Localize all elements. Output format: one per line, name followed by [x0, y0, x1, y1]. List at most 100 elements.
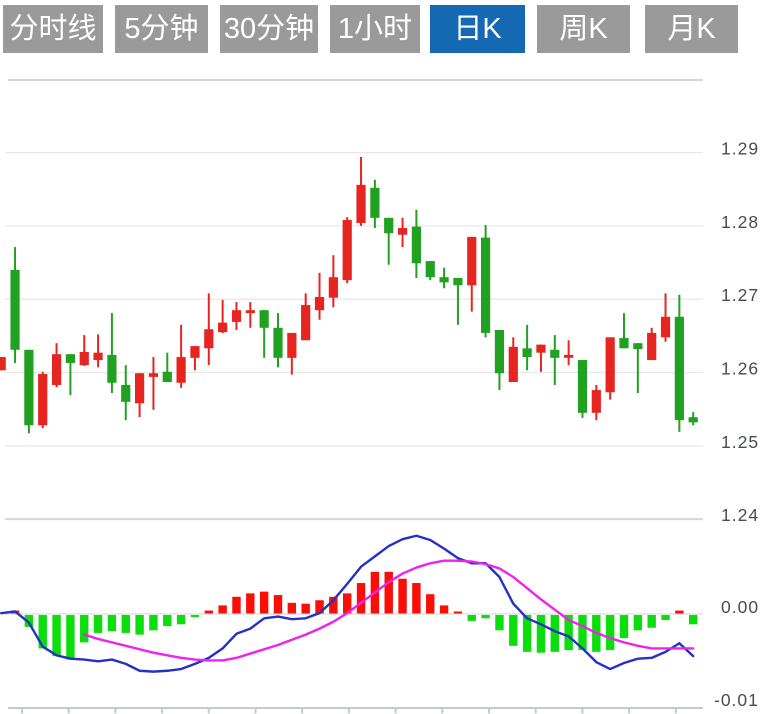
macd-zero-label: 0.00: [721, 597, 759, 617]
price-axis-label: 1.25: [721, 432, 759, 452]
macd-bar-positive: [315, 600, 324, 614]
macd-bar-positive: [273, 595, 283, 614]
candle-down: [425, 261, 435, 278]
candle-down: [522, 348, 532, 358]
period-toolbar: 分时线 5分钟 30分钟 1小时 日K 周K 月K: [0, 0, 775, 60]
macd-bar-positive: [412, 583, 421, 614]
macd-bar-negative: [66, 615, 75, 660]
candle-down: [633, 343, 643, 350]
macd-min-label: -0.01: [714, 690, 759, 710]
macd-bar-negative: [38, 615, 47, 649]
macd-bar-positive: [259, 591, 269, 614]
candle-up: [245, 310, 255, 314]
macd-bar-negative: [605, 615, 615, 651]
macd-bar-positive: [453, 611, 463, 614]
candle-up: [342, 220, 352, 281]
candle-down: [24, 349, 34, 426]
candle-down: [481, 237, 491, 333]
candle-down: [619, 338, 629, 349]
candle-down: [370, 187, 380, 218]
macd-bar-negative: [509, 615, 518, 646]
candle-down: [10, 269, 20, 350]
candle-up: [660, 316, 671, 338]
candle-down: [550, 349, 560, 358]
candle-up: [356, 184, 366, 223]
candle-up: [135, 373, 145, 404]
tab-timeline[interactable]: 分时线: [3, 5, 103, 53]
macd-bar-positive: [343, 593, 352, 614]
macd-bar-negative: [24, 615, 34, 627]
macd-bar-positive: [356, 583, 366, 614]
macd-bar-negative: [633, 615, 643, 631]
macd-bar-positive: [439, 605, 449, 614]
candle-up: [0, 357, 6, 371]
candle-up: [204, 329, 214, 349]
tab-daily-k[interactable]: 日K: [430, 5, 525, 53]
candle-up: [397, 228, 408, 235]
candle-down: [453, 277, 463, 286]
macd-bar-positive: [384, 571, 393, 614]
candle-down: [107, 354, 117, 383]
candle-up: [328, 277, 338, 298]
candle-down: [439, 277, 449, 283]
macd-bar-negative: [619, 615, 629, 639]
macd-bar-negative: [93, 615, 103, 633]
macd-bar-negative: [481, 615, 490, 619]
tab-5min[interactable]: 5分钟: [115, 5, 208, 53]
macd-histogram: [10, 571, 698, 660]
dea-line: [83, 559, 695, 662]
price-axis-label: 1.24: [721, 505, 759, 525]
candle-up: [647, 332, 657, 361]
macd-bar-positive: [287, 602, 297, 614]
macd-bar-negative: [689, 615, 698, 625]
dif-line: [0, 534, 695, 673]
macd-bar-negative: [467, 615, 476, 621]
macd-axis: 0.00 -0.01: [5, 597, 759, 710]
candle-up: [564, 354, 574, 358]
tab-1hour[interactable]: 1小时: [330, 5, 420, 53]
candle-up: [508, 346, 518, 383]
tab-30min[interactable]: 30分钟: [220, 5, 318, 53]
macd-bar-negative: [80, 615, 89, 643]
macd-bar-positive: [329, 596, 338, 614]
macd-bar-positive: [218, 605, 227, 614]
macd-bar-negative: [495, 615, 504, 631]
macd-bar-negative: [135, 615, 144, 635]
candle-up: [190, 346, 200, 358]
candle-down: [411, 226, 421, 264]
candle-down: [384, 217, 394, 234]
candle-up: [218, 322, 228, 333]
macd-bar-positive: [426, 594, 435, 614]
macd-bar-negative: [176, 615, 186, 625]
candle-down: [688, 417, 698, 423]
candle-down: [121, 384, 131, 402]
candle-up: [591, 390, 601, 413]
macd-bar-positive: [246, 593, 255, 614]
candle-up: [314, 297, 325, 311]
candle-down: [674, 316, 684, 421]
time-axis: [8, 707, 703, 714]
macd-bar-negative: [536, 615, 546, 653]
candle-up: [93, 352, 103, 361]
macd-bar-negative: [149, 615, 158, 631]
macd-bar-negative: [550, 615, 559, 652]
candle-down: [577, 360, 588, 413]
candle-down: [162, 371, 172, 383]
macd-bar-positive: [301, 603, 310, 614]
macd-bar-positive: [232, 596, 241, 614]
tab-monthly-k[interactable]: 月K: [645, 5, 738, 53]
candle-down: [273, 327, 283, 358]
candle-up: [605, 337, 615, 393]
candle-up: [467, 236, 477, 286]
macd-bar-negative: [163, 615, 172, 627]
candle-up: [79, 351, 89, 366]
macd-bar-negative: [522, 615, 532, 652]
candle-up: [38, 373, 48, 426]
candlestick-series: [0, 156, 698, 434]
price-axis-label: 1.27: [721, 285, 759, 305]
candle-up: [287, 332, 297, 358]
tab-weekly-k[interactable]: 周K: [537, 5, 630, 53]
candle-up: [301, 305, 311, 341]
macd-bar-negative: [661, 615, 670, 621]
